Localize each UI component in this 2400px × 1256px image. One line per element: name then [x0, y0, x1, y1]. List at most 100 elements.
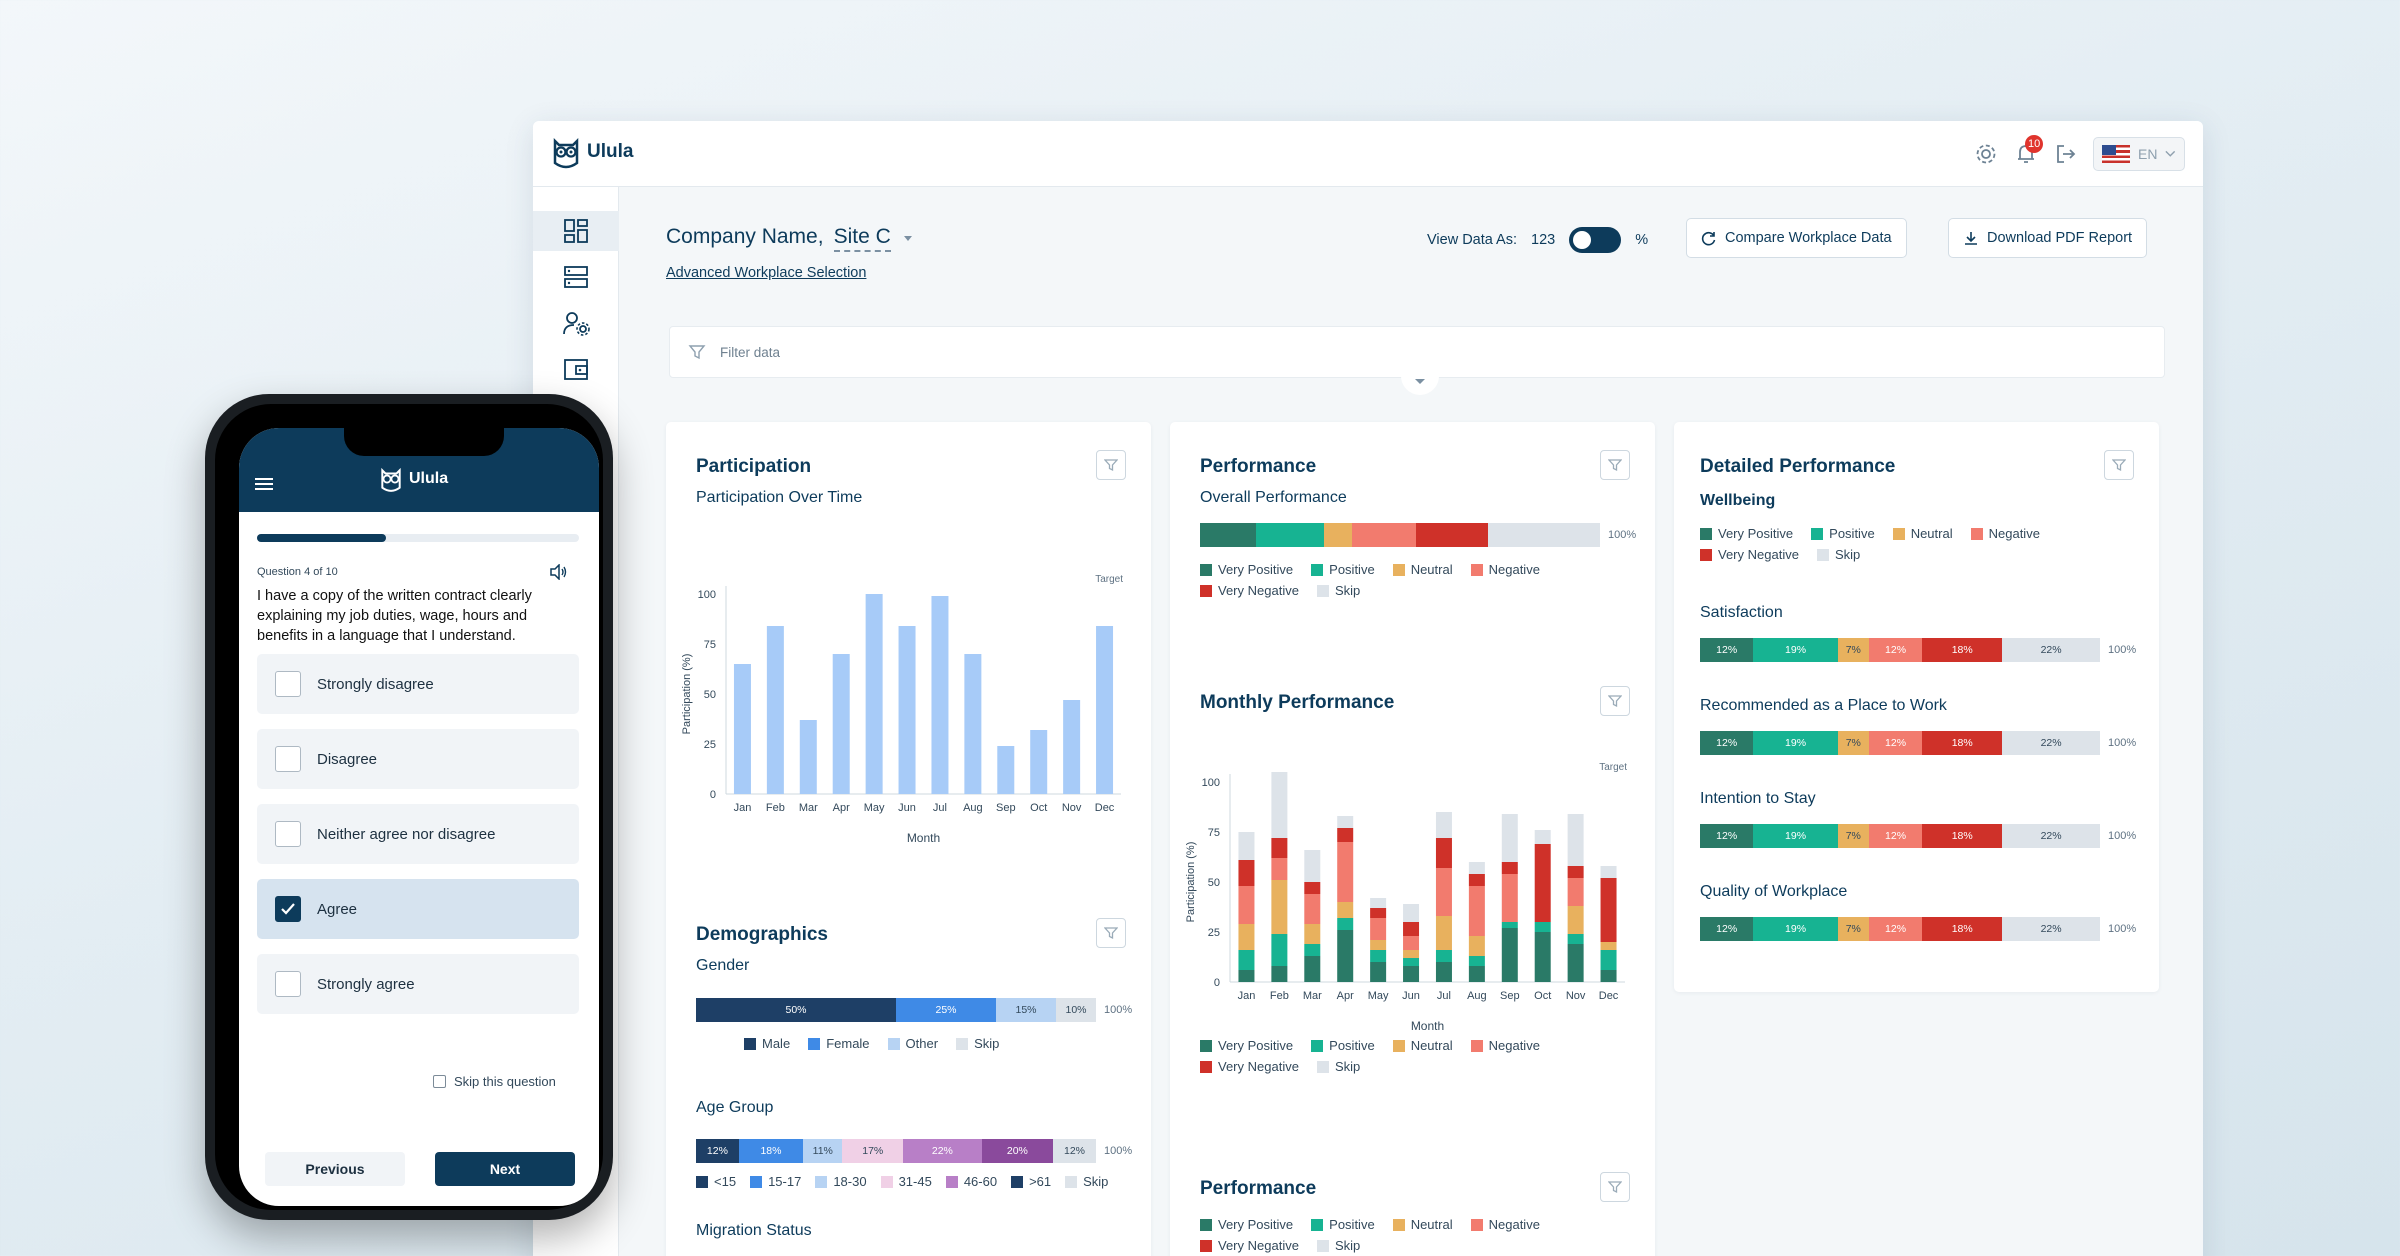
bar-jan: [733, 664, 751, 794]
survey-logo: Ulula: [377, 464, 448, 494]
legend-label: Very Positive: [1718, 526, 1794, 541]
bar-segment: [1416, 523, 1488, 547]
legend-swatch: [1200, 584, 1212, 597]
sidebar-item-wallet[interactable]: [533, 349, 619, 389]
option-strongly-agree[interactable]: Strongly agree: [257, 954, 579, 1014]
detailed-item-bar: 12% 19% 7% 12% 18% 22%: [1700, 824, 2100, 848]
performance-bottom-title: Performance: [1200, 1178, 1317, 1199]
bar-apr-very-positive: [1337, 930, 1354, 982]
ulula-logo[interactable]: Ulula: [549, 133, 633, 171]
legend-label: Positive: [1329, 562, 1375, 577]
option-disagree[interactable]: Disagree: [257, 729, 579, 789]
x-tick-label: May: [1368, 990, 1389, 1002]
compare-button-label: Compare Workplace Data: [1725, 230, 1892, 246]
notifications-button[interactable]: 10: [2013, 135, 2044, 167]
demographics-filter-button[interactable]: [1096, 918, 1126, 948]
site-selector[interactable]: Site C: [833, 225, 891, 252]
advanced-selection-link[interactable]: Advanced Workplace Selection: [666, 265, 867, 281]
bar-jun-very-negative: [1403, 922, 1420, 936]
legend-label: Very Positive: [1218, 1038, 1294, 1053]
bar-jan-neutral: [1238, 924, 1255, 950]
monthly-filter-button[interactable]: [1600, 686, 1630, 716]
legend-label: Very Positive: [1218, 562, 1294, 577]
legend-swatch: [956, 1037, 969, 1050]
language-selector[interactable]: EN: [2093, 137, 2185, 171]
bar-segment: 12%: [696, 1139, 739, 1163]
bar-sep-skip: [1501, 814, 1518, 862]
gear-icon[interactable]: [1973, 141, 1999, 167]
monthly-performance-chart: Target 0 25 50 75 100 Participation (%) Jan Feb M…: [1185, 762, 1627, 1033]
option-agree[interactable]: Agree: [257, 879, 579, 939]
speaker-icon[interactable]: [549, 564, 567, 580]
legend-swatch: [1311, 563, 1324, 576]
survey-progress-bar: [257, 534, 579, 542]
view-mode-toggle[interactable]: [1569, 227, 1622, 253]
legend-swatch: [1200, 1039, 1212, 1052]
previous-button[interactable]: Previous: [265, 1152, 405, 1186]
sidebar-item-users[interactable]: [533, 303, 619, 343]
legend-swatch: [1816, 548, 1829, 561]
bar-jun-neutral: [1403, 950, 1420, 958]
x-tick-label: Jul: [1437, 990, 1451, 1002]
bar-apr-very-negative: [1337, 828, 1354, 842]
caret-down-icon[interactable]: [903, 235, 913, 243]
performance-legend-item: Positive: [1811, 526, 1875, 541]
next-button[interactable]: Next: [435, 1152, 575, 1186]
bar-segment: 22%: [903, 1139, 982, 1163]
legend-label: 18-30: [833, 1174, 867, 1189]
bar-mar-very-positive: [1304, 956, 1321, 982]
legend-label: Other: [905, 1036, 939, 1051]
refresh-icon: [1701, 231, 1716, 246]
bar-segment: [1352, 523, 1416, 547]
x-tick-label: May: [864, 802, 885, 814]
detailed-filter-button[interactable]: [2104, 450, 2134, 480]
x-tick-label: Aug: [1467, 990, 1487, 1002]
detailed-item-bar: 12% 19% 7% 12% 18% 22%: [1700, 917, 2100, 941]
legend-swatch: [750, 1175, 763, 1188]
y-tick-label: 100: [1202, 777, 1220, 789]
bar-feb-skip: [1271, 772, 1288, 838]
age-legend-item: 31-45: [880, 1174, 932, 1189]
performance-legend-item: Skip: [1316, 1059, 1360, 1074]
performance-bottom-filter-button[interactable]: [1600, 1172, 1630, 1202]
legend-swatch: [880, 1175, 893, 1188]
legend-label: Skip: [1334, 583, 1361, 598]
detailed-item-label: Recommended as a Place to Work: [1700, 697, 1947, 714]
legend-swatch: [1811, 527, 1824, 540]
bar-nov-neutral: [1567, 906, 1584, 934]
performance-filter-button[interactable]: [1600, 450, 1630, 480]
view-as-label: View Data As:: [1427, 232, 1518, 248]
bar-mar-negative: [1304, 894, 1321, 924]
detailed-item-total: 100%: [2108, 830, 2137, 842]
detailed-item-total: 100%: [2108, 737, 2137, 749]
option-neither-agree-nor-disagree[interactable]: Neither agree nor disagree: [257, 804, 579, 864]
participation-filter-button[interactable]: [1096, 450, 1126, 480]
bar-jul-negative: [1435, 868, 1452, 916]
compare-workplace-button[interactable]: Compare Workplace Data: [1686, 218, 1907, 258]
option-strongly-disagree[interactable]: Strongly disagree: [257, 654, 579, 714]
legend-label: Skip: [1334, 1238, 1361, 1253]
skip-question-checkbox[interactable]: Skip this question: [433, 1074, 556, 1089]
bar-apr-positive: [1337, 918, 1354, 930]
download-pdf-button[interactable]: Download PDF Report: [1948, 218, 2148, 258]
bar-segment: 7%: [1837, 638, 1869, 662]
sidebar-item-dashboard[interactable]: [533, 211, 619, 251]
survey-progress-fill: [257, 534, 386, 542]
detailed-item-label: Satisfaction: [1700, 604, 1783, 621]
chevron-down-icon: [2165, 150, 2176, 157]
bar-jul-very-negative: [1435, 838, 1452, 868]
x-tick-label: Jan: [734, 802, 752, 814]
x-tick-label: Dec: [1599, 990, 1619, 1002]
expand-filter-button[interactable]: [1401, 369, 1439, 395]
y-tick-label: 75: [1208, 827, 1220, 839]
legend-label: Very Positive: [1218, 1217, 1294, 1232]
legend-label: Skip: [974, 1036, 1000, 1051]
legend-swatch: [1316, 1239, 1329, 1252]
filter-placeholder: Filter data: [720, 344, 781, 360]
legend-swatch: [1470, 1039, 1483, 1052]
bar-jun: [898, 626, 916, 794]
logout-icon[interactable]: [2053, 141, 2079, 167]
owl-icon: [381, 467, 401, 492]
menu-icon[interactable]: [255, 478, 273, 493]
sidebar-item-data[interactable]: [533, 257, 619, 297]
